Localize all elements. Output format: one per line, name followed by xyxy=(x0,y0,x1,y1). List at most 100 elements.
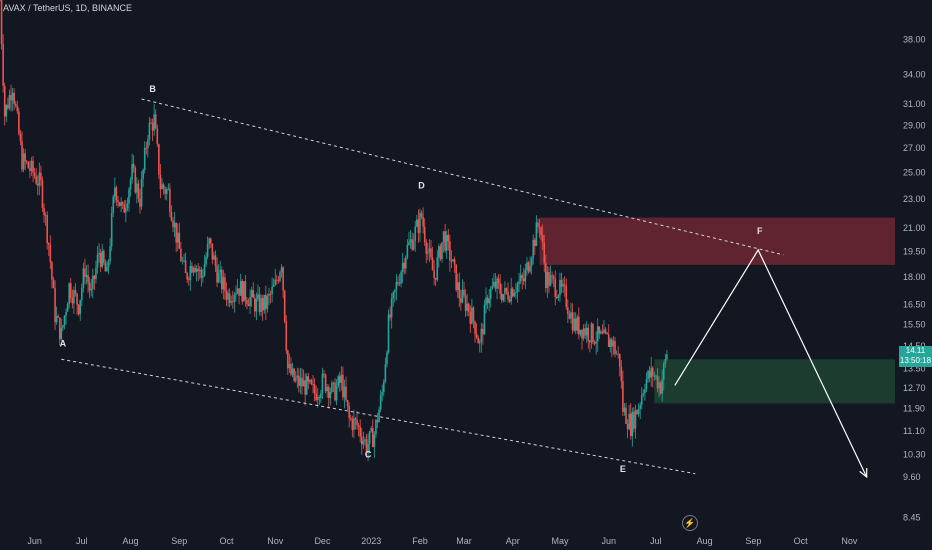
candle-body xyxy=(439,246,442,260)
candle-body xyxy=(35,176,37,184)
candle-body xyxy=(79,300,82,315)
candle-body xyxy=(121,202,124,205)
candle-body xyxy=(92,275,94,289)
candle-body xyxy=(321,373,324,394)
candle-body xyxy=(353,418,355,430)
time-axis[interactable]: Jun Jul Aug Sep Oct Nov Dec 2023 Feb Mar Apr May Jun… xyxy=(27,536,858,546)
candle-body xyxy=(623,407,626,412)
candle-body xyxy=(425,241,428,254)
candle-body xyxy=(231,301,234,303)
candle-body xyxy=(549,275,552,286)
candle-body xyxy=(255,299,258,312)
candle-body xyxy=(217,272,220,283)
price-axis[interactable]: 8.45 9.60 10.30 11.10 11.90 12.70 13.50 14.50 15… xyxy=(903,34,926,522)
candle-body xyxy=(143,148,146,170)
candle-body xyxy=(368,431,371,444)
candle-body xyxy=(230,301,233,303)
candle-body xyxy=(46,215,48,244)
candle-body xyxy=(71,297,74,304)
candle-body xyxy=(271,286,273,294)
candle-body xyxy=(27,162,30,169)
candle-body xyxy=(603,329,605,334)
candle-body xyxy=(2,43,4,86)
candle-body xyxy=(659,382,662,394)
candle-body xyxy=(21,141,23,170)
candle-body xyxy=(474,321,476,334)
candle-body xyxy=(126,203,129,209)
candle-body xyxy=(647,370,649,380)
candle-body xyxy=(283,290,286,322)
candle-body xyxy=(0,0,3,44)
candle-body xyxy=(99,252,102,267)
candle-body xyxy=(384,364,387,382)
candle-body xyxy=(587,327,590,341)
candle-body xyxy=(95,267,97,280)
candle-body xyxy=(401,262,404,273)
candle-body xyxy=(389,314,391,318)
candle-body xyxy=(615,353,618,355)
lightning-icon[interactable]: ⚡ xyxy=(682,515,698,531)
candle-body xyxy=(378,409,380,423)
candle-body xyxy=(584,328,586,336)
candle-body xyxy=(592,323,594,343)
candle-body xyxy=(203,264,206,276)
candle-body xyxy=(241,280,244,302)
projection-path xyxy=(674,248,868,478)
candle-body xyxy=(19,133,22,142)
candle-body xyxy=(629,413,632,436)
candle-body xyxy=(331,382,333,393)
candle-body xyxy=(74,290,77,294)
candle-body xyxy=(246,299,248,304)
candle-body xyxy=(422,217,424,227)
candle-body xyxy=(250,290,253,297)
candle-body xyxy=(491,286,494,289)
candle-body xyxy=(276,279,278,281)
candle-body xyxy=(18,111,20,134)
trendlines-layer xyxy=(61,98,868,479)
candle-body xyxy=(497,278,500,284)
candle-body xyxy=(198,269,201,272)
candle-body xyxy=(3,85,6,117)
candle-body xyxy=(365,439,368,453)
candle-body xyxy=(485,297,487,305)
candle-body xyxy=(444,231,446,251)
x-tick-label: Jul xyxy=(650,536,662,546)
candle-body xyxy=(562,284,564,287)
candle-body xyxy=(165,189,168,194)
candle-body xyxy=(381,392,384,396)
candle-body xyxy=(131,164,133,180)
candle-body xyxy=(101,251,104,267)
candle-body xyxy=(359,427,362,437)
candle-body xyxy=(13,92,15,104)
candle-body xyxy=(489,288,492,299)
candle-body xyxy=(488,298,490,304)
candle-body xyxy=(416,219,418,227)
candle-body xyxy=(505,287,508,292)
candle-body xyxy=(545,263,547,288)
candle-body xyxy=(661,379,664,394)
candle-body xyxy=(653,375,656,377)
candle-body xyxy=(633,411,635,429)
candle-body xyxy=(187,279,190,281)
candle-body xyxy=(257,294,259,300)
x-tick-label: Nov xyxy=(841,536,858,546)
candle-body xyxy=(628,413,630,430)
candle-body xyxy=(504,287,506,295)
candle-body xyxy=(579,329,582,335)
candle-body xyxy=(178,232,181,249)
y-tick-label: 10.30 xyxy=(903,450,926,460)
candle-body xyxy=(44,215,47,216)
candle-body xyxy=(469,311,472,324)
candles-layer xyxy=(0,0,668,462)
candle-body xyxy=(224,277,226,292)
candle-body xyxy=(186,273,188,280)
candle-body xyxy=(540,227,542,235)
pattern-label-e: E xyxy=(620,464,626,474)
candle-body xyxy=(96,254,99,268)
candle-body xyxy=(551,275,553,277)
candle-body xyxy=(214,255,217,266)
candle-body xyxy=(194,267,196,273)
candle-body xyxy=(137,183,140,199)
candle-body xyxy=(249,296,251,306)
